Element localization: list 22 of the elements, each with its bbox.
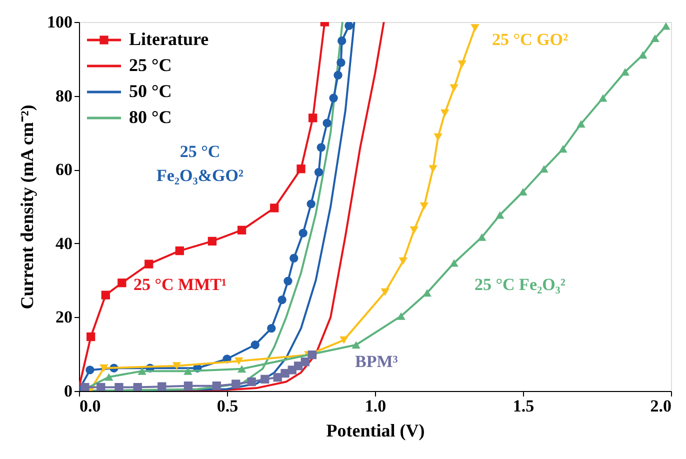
- annotation: 25 °C MMT¹: [133, 275, 227, 294]
- x-tick-label: 0.5: [216, 396, 238, 416]
- y-tick-label: 40: [56, 234, 72, 253]
- x-tick-label: 0.0: [80, 396, 101, 416]
- legend-label: 25 °C: [129, 55, 172, 75]
- y-tick-label: 20: [56, 308, 72, 327]
- x-tick-label: 2.0: [650, 396, 672, 416]
- y-tick-label: 100: [47, 12, 72, 32]
- text: BPM³: [355, 352, 398, 371]
- series-label: 25 °C GO²: [492, 30, 568, 49]
- x-tick-label: 1.5: [512, 396, 534, 416]
- legend-label: Literature: [129, 29, 209, 49]
- y-tick-label: 0: [64, 382, 72, 400]
- x-tick-label: 1.0: [364, 396, 386, 416]
- legend-label: 50 °C: [129, 81, 172, 101]
- y-tick-label: 60: [56, 160, 72, 180]
- legend-label: 80 °C: [129, 107, 172, 127]
- y-axis-title: Current density (mA cm⁻²): [17, 104, 37, 310]
- series-label: 25 °C Fe₂O₃²: [474, 275, 566, 294]
- y-tick-label: 80: [56, 86, 72, 106]
- annotation: 25 °C Fe₂O₃&GO²: [156, 142, 244, 185]
- x-axis-title: Potential (V): [326, 420, 425, 440]
